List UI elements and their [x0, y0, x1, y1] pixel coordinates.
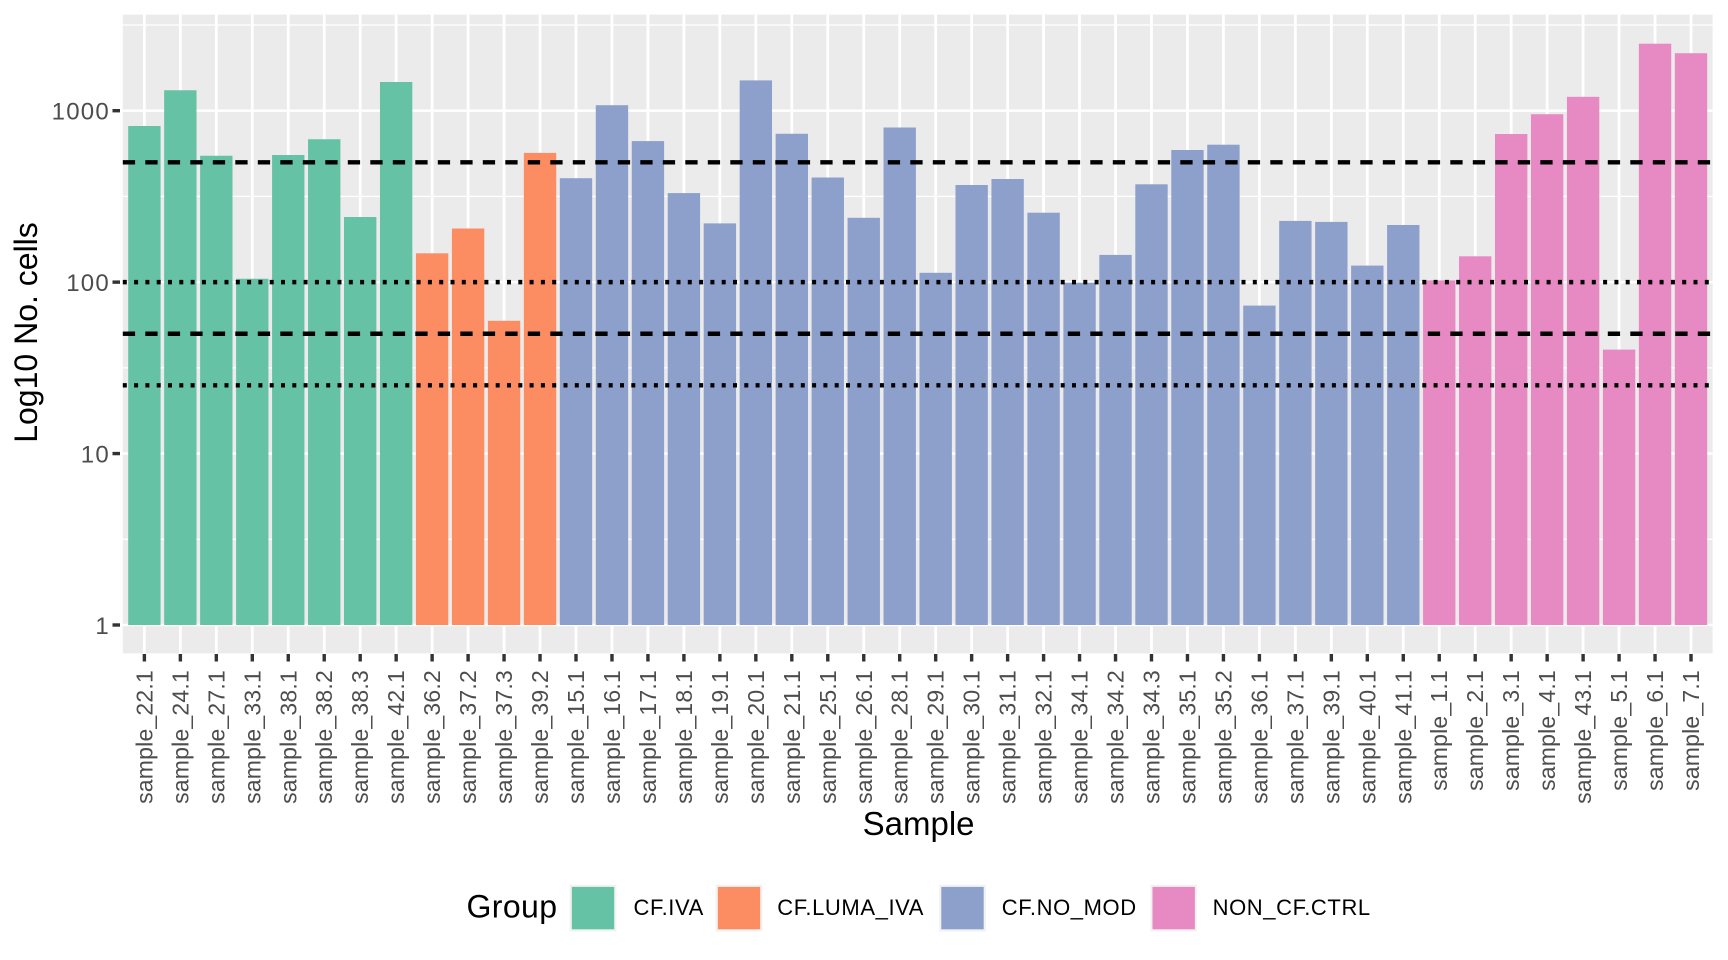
svg-text:1: 1	[95, 613, 110, 640]
svg-text:NON_CF.CTRL: NON_CF.CTRL	[1213, 895, 1371, 920]
svg-text:sample_34.3: sample_34.3	[1138, 670, 1164, 804]
svg-text:sample_40.1: sample_40.1	[1354, 670, 1380, 804]
svg-text:sample_19.1: sample_19.1	[707, 670, 733, 804]
svg-text:sample_2.1: sample_2.1	[1462, 670, 1488, 791]
svg-text:sample_35.1: sample_35.1	[1174, 670, 1200, 804]
svg-text:sample_4.1: sample_4.1	[1534, 670, 1560, 791]
svg-text:sample_36.1: sample_36.1	[1246, 670, 1272, 804]
svg-text:100: 100	[66, 270, 110, 297]
svg-text:sample_43.1: sample_43.1	[1570, 670, 1596, 804]
svg-text:sample_7.1: sample_7.1	[1678, 670, 1704, 791]
svg-text:sample_3.1: sample_3.1	[1498, 670, 1524, 791]
svg-text:Log10 No. cells: Log10 No. cells	[8, 222, 44, 443]
svg-text:sample_39.1: sample_39.1	[1318, 670, 1344, 804]
svg-text:sample_25.1: sample_25.1	[815, 670, 841, 804]
svg-text:sample_22.1: sample_22.1	[131, 670, 157, 804]
svg-text:sample_27.1: sample_27.1	[203, 670, 229, 804]
svg-text:sample_42.1: sample_42.1	[383, 670, 409, 804]
svg-text:sample_41.1: sample_41.1	[1390, 670, 1416, 804]
svg-text:Group: Group	[467, 889, 558, 925]
svg-text:sample_28.1: sample_28.1	[887, 670, 913, 804]
svg-text:sample_18.1: sample_18.1	[671, 670, 697, 804]
svg-text:CF.LUMA_IVA: CF.LUMA_IVA	[777, 895, 924, 920]
svg-text:10: 10	[81, 441, 110, 468]
svg-text:sample_37.3: sample_37.3	[491, 670, 517, 804]
svg-text:sample_36.2: sample_36.2	[419, 670, 445, 804]
svg-text:sample_38.3: sample_38.3	[347, 670, 373, 804]
svg-text:sample_26.1: sample_26.1	[851, 670, 877, 804]
svg-text:sample_29.1: sample_29.1	[923, 670, 949, 804]
svg-text:sample_35.2: sample_35.2	[1210, 670, 1236, 804]
svg-text:sample_34.2: sample_34.2	[1103, 670, 1129, 804]
svg-text:sample_16.1: sample_16.1	[599, 670, 625, 804]
svg-text:sample_5.1: sample_5.1	[1606, 670, 1632, 791]
svg-text:sample_39.2: sample_39.2	[527, 670, 553, 804]
svg-text:CF.NO_MOD: CF.NO_MOD	[1002, 895, 1137, 920]
svg-text:sample_37.1: sample_37.1	[1282, 670, 1308, 804]
svg-text:sample_37.2: sample_37.2	[455, 670, 481, 804]
svg-text:Sample: Sample	[863, 805, 975, 842]
svg-text:1000: 1000	[52, 99, 110, 126]
svg-text:sample_6.1: sample_6.1	[1642, 670, 1668, 791]
svg-text:sample_31.1: sample_31.1	[995, 670, 1021, 804]
svg-text:sample_21.1: sample_21.1	[779, 670, 805, 804]
svg-text:sample_15.1: sample_15.1	[563, 670, 589, 804]
svg-text:CF.IVA: CF.IVA	[634, 895, 704, 920]
svg-text:sample_34.1: sample_34.1	[1067, 670, 1093, 804]
svg-text:sample_20.1: sample_20.1	[743, 670, 769, 804]
svg-text:sample_33.1: sample_33.1	[239, 670, 265, 804]
svg-text:sample_17.1: sample_17.1	[635, 670, 661, 804]
svg-text:sample_1.1: sample_1.1	[1426, 670, 1452, 791]
svg-text:sample_30.1: sample_30.1	[959, 670, 985, 804]
svg-text:sample_24.1: sample_24.1	[167, 670, 193, 804]
svg-text:sample_38.2: sample_38.2	[311, 670, 337, 804]
svg-text:sample_38.1: sample_38.1	[275, 670, 301, 804]
svg-text:sample_32.1: sample_32.1	[1031, 670, 1057, 804]
